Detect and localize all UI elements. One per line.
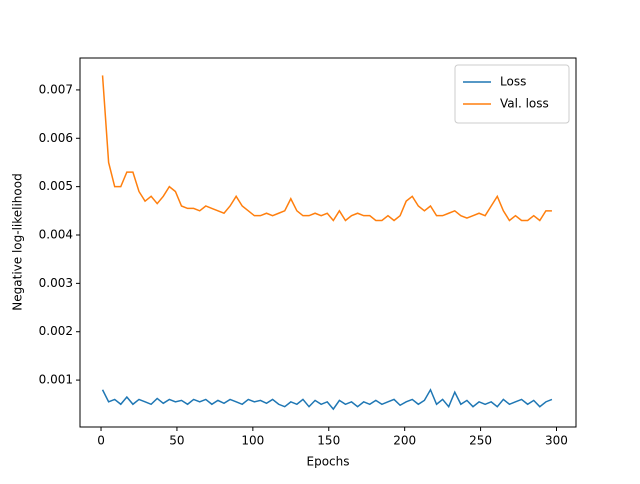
plot-frame: [79, 57, 577, 428]
legend-label: Val. loss: [500, 97, 549, 111]
x-axis-label: Epochs: [307, 455, 350, 469]
y-tick-label: 0.005: [39, 179, 73, 193]
legend-box: [454, 64, 570, 124]
y-tick-label: 0.004: [39, 228, 73, 242]
y-tick-label: 0.002: [39, 324, 73, 338]
x-tick-label: 150: [317, 434, 340, 448]
x-tick-label: 300: [545, 434, 568, 448]
line-series: [101, 388, 553, 411]
y-axis-label: Negative log-likelihood: [11, 173, 25, 310]
x-tick-label: 100: [241, 434, 264, 448]
x-tick-label: 50: [169, 434, 184, 448]
y-tick-label: 0.001: [39, 373, 73, 387]
line-series: [101, 75, 552, 222]
y-tick-label: 0.003: [39, 276, 73, 290]
x-tick-label: 0: [97, 434, 105, 448]
legend-label: Loss: [500, 75, 526, 89]
x-tick-label: 200: [393, 434, 416, 448]
x-tick-label: 250: [469, 434, 492, 448]
y-tick-label: 0.006: [39, 131, 73, 145]
y-tick-label: 0.007: [39, 82, 73, 96]
